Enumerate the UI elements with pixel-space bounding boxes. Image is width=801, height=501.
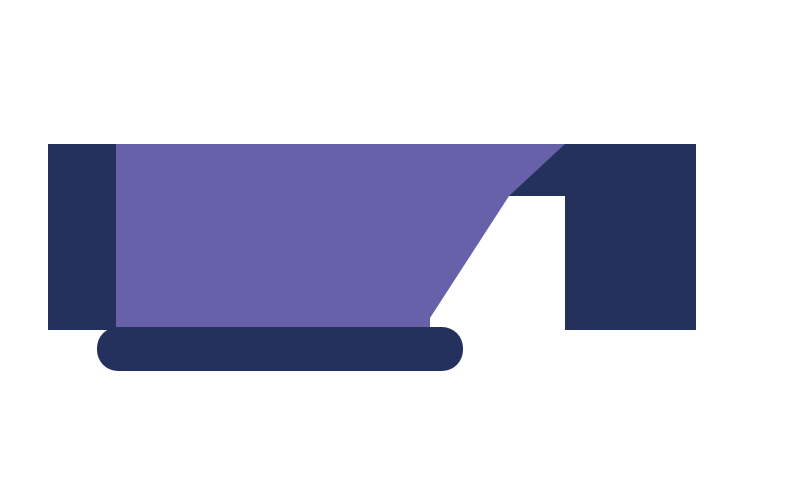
- bottom-navy-bar: [97, 327, 463, 371]
- left-navy-bar: [48, 144, 116, 330]
- purple-panel: [116, 144, 565, 330]
- right-navy-block: [509, 144, 696, 330]
